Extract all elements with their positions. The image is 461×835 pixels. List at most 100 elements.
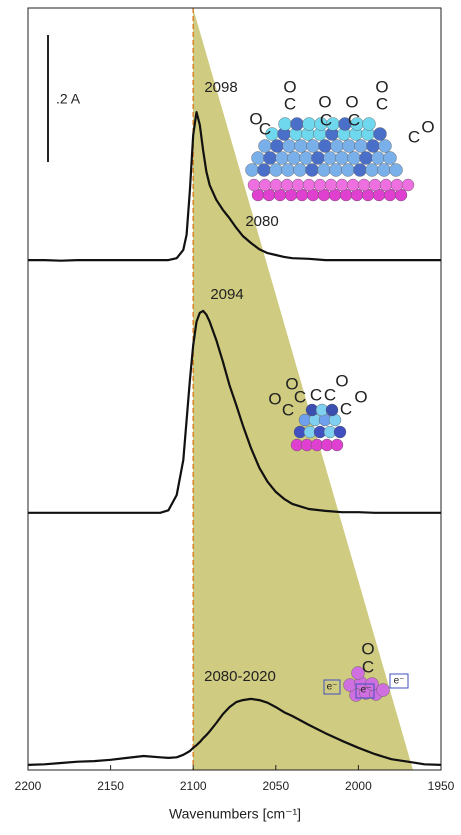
- icon-label: e⁻: [394, 676, 405, 687]
- atom: [351, 666, 365, 680]
- atom: [371, 151, 385, 165]
- spectrum-line: [28, 111, 441, 262]
- atom: [333, 425, 347, 439]
- atom: [258, 178, 272, 192]
- electron-box: [355, 683, 375, 699]
- atom: [359, 151, 373, 165]
- icon-label: C: [324, 385, 336, 404]
- atom: [343, 678, 357, 692]
- atom: [313, 178, 327, 192]
- icon-label: C: [294, 387, 306, 406]
- x-tick-label: 2000: [345, 779, 372, 793]
- atom: [278, 117, 292, 131]
- icon-label: O: [375, 77, 388, 96]
- atom: [269, 163, 283, 177]
- spectrum-line: [27, 697, 442, 766]
- atom: [302, 117, 316, 131]
- icon-label: O: [421, 117, 434, 136]
- atom: [287, 151, 301, 165]
- atom: [362, 117, 376, 131]
- x-tick-label: 2200: [15, 779, 42, 793]
- atom: [365, 163, 379, 177]
- icon-label: C: [320, 110, 332, 129]
- electron-box: [389, 673, 409, 689]
- x-tick-label: 2100: [180, 779, 207, 793]
- icon-label: C: [348, 110, 360, 129]
- atom: [401, 178, 415, 192]
- atom: [346, 178, 360, 192]
- atom: [282, 139, 296, 153]
- atom: [263, 151, 277, 165]
- icon-label: O: [318, 92, 331, 111]
- atom: [251, 151, 265, 165]
- atom: [335, 178, 349, 192]
- atom: [299, 151, 313, 165]
- icon-label: C: [282, 400, 294, 419]
- atom: [269, 178, 283, 192]
- atom: [311, 151, 325, 165]
- atom: [294, 139, 308, 153]
- icon-label: C: [408, 127, 420, 146]
- atom: [291, 178, 305, 192]
- atom: [353, 163, 367, 177]
- atom: [335, 151, 349, 165]
- icon-label: O: [283, 77, 296, 96]
- atom: [325, 403, 339, 417]
- x-tick-label: 1950: [428, 779, 455, 793]
- spectrum-line: [28, 309, 441, 514]
- x-tick-label: 2050: [262, 779, 289, 793]
- atom: [317, 163, 331, 177]
- icon-label: C: [259, 119, 271, 138]
- atom: [275, 151, 289, 165]
- atom: [368, 178, 382, 192]
- peak-annotation: 2080-2020: [204, 668, 276, 685]
- scale-bar-label: .2 A: [56, 91, 81, 107]
- electron-box: [323, 679, 341, 695]
- icon-label: O: [361, 639, 374, 658]
- atom: [280, 178, 294, 192]
- atom: [376, 683, 390, 697]
- atom: [379, 178, 393, 192]
- icon-label: O: [335, 371, 348, 390]
- atom: [390, 178, 404, 192]
- icon-label: O: [345, 92, 358, 111]
- icon-label: C: [310, 385, 322, 404]
- atom: [302, 178, 316, 192]
- atom: [389, 163, 403, 177]
- atom: [281, 163, 295, 177]
- icon-label: C: [376, 94, 388, 113]
- atom: [258, 139, 272, 153]
- atom: [341, 163, 355, 177]
- atom: [324, 178, 338, 192]
- icon-label: O: [285, 374, 298, 393]
- atom: [318, 139, 332, 153]
- x-tick-label: 2150: [97, 779, 124, 793]
- atom: [293, 163, 307, 177]
- atom: [357, 178, 371, 192]
- icon-label: e⁻: [361, 685, 372, 696]
- atom: [323, 151, 337, 165]
- atom: [347, 151, 361, 165]
- atom: [354, 139, 368, 153]
- x-axis-label: Wavenumbers [cm⁻¹]: [169, 806, 301, 822]
- atom: [245, 163, 259, 177]
- atom: [247, 178, 261, 192]
- atom: [377, 163, 391, 177]
- atom: [330, 438, 344, 452]
- peak-annotation: 2080: [245, 213, 278, 230]
- atom: [378, 139, 392, 153]
- peak-annotation: 2094: [210, 286, 243, 303]
- atom: [383, 151, 397, 165]
- atom: [306, 139, 320, 153]
- icon-label: e⁻: [327, 682, 338, 693]
- icon-label: O: [268, 389, 281, 408]
- icon-label: C: [362, 657, 374, 676]
- peak-annotation: 2098: [204, 79, 237, 96]
- atom: [342, 139, 356, 153]
- atom: [330, 139, 344, 153]
- icon-label: C: [340, 399, 352, 418]
- atom: [257, 163, 271, 177]
- atom: [366, 139, 380, 153]
